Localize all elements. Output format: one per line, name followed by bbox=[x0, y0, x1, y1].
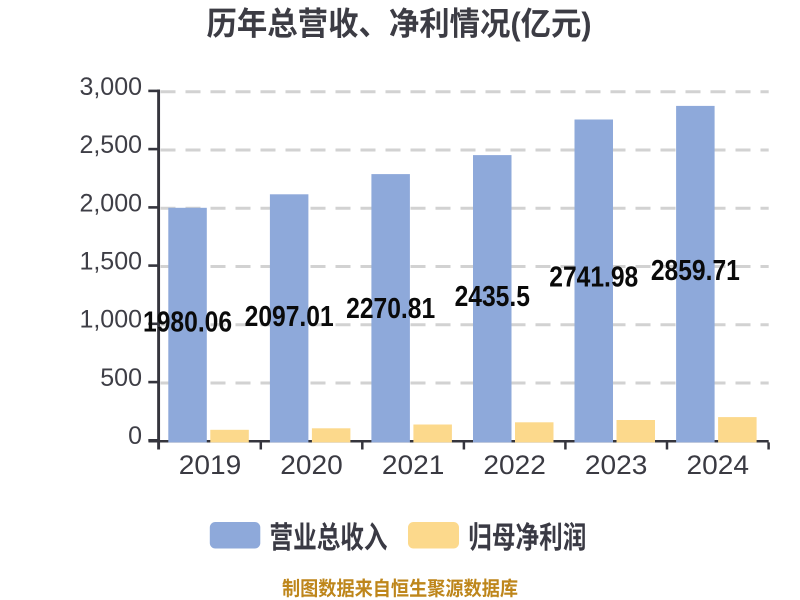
svg-text:0: 0 bbox=[128, 416, 142, 452]
svg-text:500: 500 bbox=[100, 358, 142, 394]
svg-text:2435.5: 2435.5 bbox=[455, 273, 530, 315]
svg-text:归母净利润: 归母净利润 bbox=[468, 513, 586, 557]
svg-text:2,500: 2,500 bbox=[79, 125, 142, 161]
svg-text:营业总收入: 营业总收入 bbox=[270, 513, 388, 557]
svg-text:3,000: 3,000 bbox=[79, 67, 142, 103]
svg-text:2023: 2023 bbox=[585, 443, 648, 482]
svg-text:2,000: 2,000 bbox=[79, 183, 142, 219]
svg-text:2019: 2019 bbox=[179, 443, 242, 482]
svg-text:历年总营收、净利情况(亿元): 历年总营收、净利情况(亿元) bbox=[207, 0, 592, 45]
svg-text:2020: 2020 bbox=[280, 443, 343, 482]
svg-text:2270.81: 2270.81 bbox=[346, 285, 435, 327]
svg-text:2097.01: 2097.01 bbox=[245, 293, 334, 335]
svg-text:2024: 2024 bbox=[687, 443, 750, 482]
svg-text:制图数据来自恒生聚源数据库: 制图数据来自恒生聚源数据库 bbox=[282, 572, 518, 600]
svg-text:1,500: 1,500 bbox=[79, 242, 142, 278]
svg-text:2021: 2021 bbox=[382, 443, 445, 482]
svg-text:1980.06: 1980.06 bbox=[143, 299, 232, 341]
svg-text:2022: 2022 bbox=[483, 443, 546, 482]
svg-text:2859.71: 2859.71 bbox=[651, 247, 740, 289]
svg-text:2741.98: 2741.98 bbox=[549, 254, 638, 296]
svg-text:1,000: 1,000 bbox=[79, 300, 142, 336]
